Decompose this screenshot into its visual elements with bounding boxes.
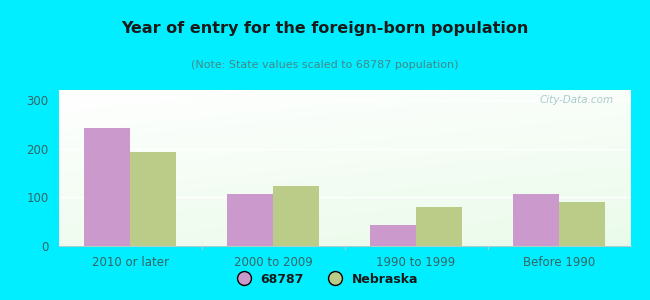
- Bar: [84, 128, 130, 246]
- Bar: [227, 194, 273, 246]
- Bar: [273, 185, 318, 246]
- Bar: [559, 202, 604, 246]
- Legend: 68787, Nebraska: 68787, Nebraska: [227, 268, 423, 291]
- Bar: [416, 207, 462, 246]
- Bar: [514, 194, 559, 246]
- Text: (Note: State values scaled to 68787 population): (Note: State values scaled to 68787 popu…: [191, 60, 459, 70]
- Text: Year of entry for the foreign-born population: Year of entry for the foreign-born popul…: [122, 21, 528, 36]
- Text: City-Data.com: City-Data.com: [540, 95, 614, 105]
- Bar: [370, 225, 416, 246]
- Bar: [130, 152, 176, 246]
